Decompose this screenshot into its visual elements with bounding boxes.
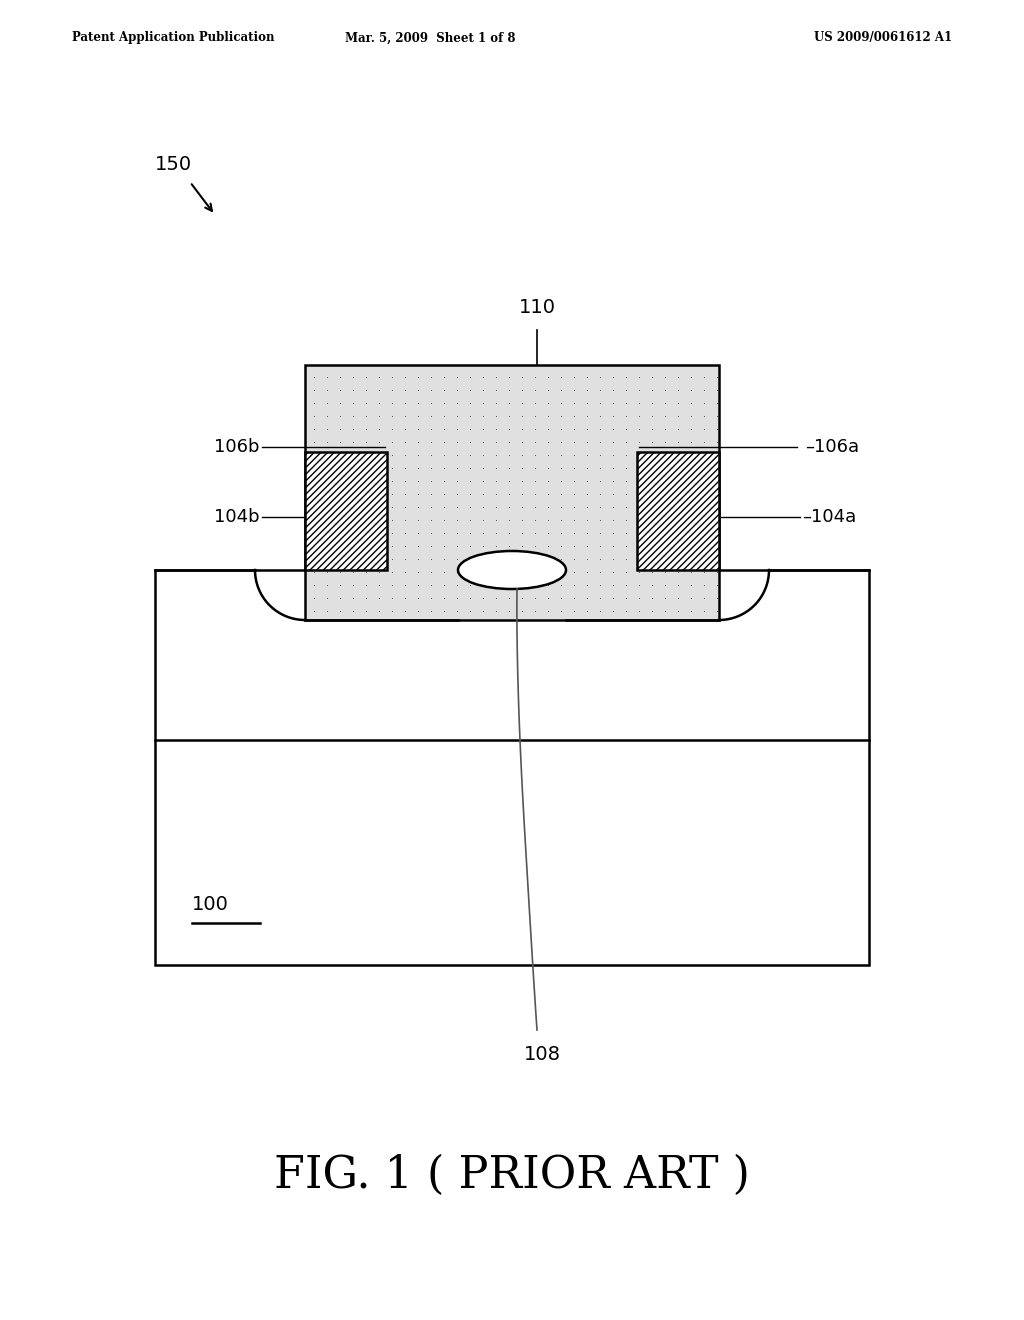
Text: 108: 108: [523, 1045, 560, 1064]
Text: Mar. 5, 2009  Sheet 1 of 8: Mar. 5, 2009 Sheet 1 of 8: [345, 32, 515, 45]
Text: 150: 150: [155, 156, 193, 174]
Bar: [305, 451, 387, 570]
Text: Patent Application Publication: Patent Application Publication: [72, 32, 274, 45]
Bar: [637, 451, 719, 570]
Text: US 2009/0061612 A1: US 2009/0061612 A1: [814, 32, 952, 45]
Bar: [155, 570, 869, 965]
Text: –106a: –106a: [805, 438, 859, 455]
Text: 100: 100: [193, 895, 229, 915]
Text: 110: 110: [518, 298, 555, 317]
Ellipse shape: [458, 550, 566, 589]
Text: 104b: 104b: [214, 508, 260, 525]
Text: –104a: –104a: [802, 508, 856, 525]
Text: 106b: 106b: [214, 438, 260, 455]
Text: FIG. 1 ( PRIOR ART ): FIG. 1 ( PRIOR ART ): [274, 1154, 750, 1197]
Bar: [305, 366, 719, 620]
